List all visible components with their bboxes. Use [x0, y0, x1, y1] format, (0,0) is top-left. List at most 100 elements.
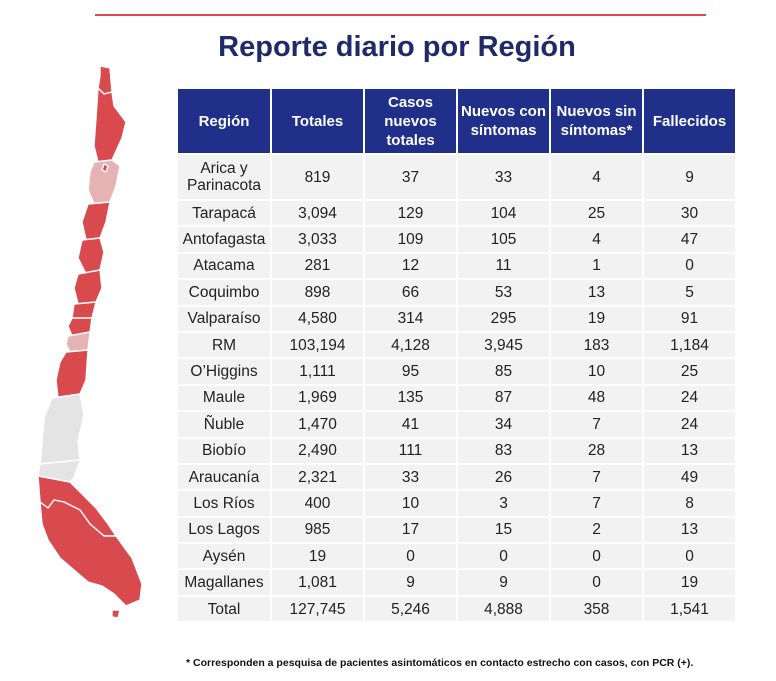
map-island [111, 609, 121, 619]
value-cell: 1 [551, 253, 642, 279]
value-cell: 33 [458, 155, 549, 199]
value-cell: 26 [458, 464, 549, 490]
table-row: Antofagasta 3,033 109 105 4 47 [178, 227, 735, 252]
map-region-magallanes [39, 499, 143, 607]
table-row: Ñuble 1,470 41 34 7 24 [178, 412, 735, 437]
value-cell: 48 [551, 385, 642, 411]
table-header: Región Totales Casos nuevos totales Nuevos … [178, 89, 735, 153]
value-cell: 15 [458, 517, 549, 543]
table-row: Atacama 281 12 11 1 0 [178, 253, 735, 279]
value-cell: 9 [458, 570, 549, 595]
value-cell: 129 [365, 201, 456, 226]
map-region-coquimbo [77, 237, 105, 275]
value-cell: 30 [644, 201, 735, 226]
region-name-cell: Maule [178, 385, 270, 411]
value-cell: 7 [551, 491, 642, 516]
value-cell: 111 [365, 438, 456, 463]
value-cell: 87 [458, 385, 549, 411]
value-cell: 1,969 [272, 385, 363, 411]
value-cell: 9 [644, 155, 735, 199]
region-name-cell: Araucanía [178, 464, 270, 490]
value-cell: 47 [644, 227, 735, 252]
region-name-cell: Arica y Parinacota [178, 155, 270, 199]
top-divider [95, 14, 706, 16]
value-cell: 53 [458, 280, 549, 305]
value-cell: 819 [272, 155, 363, 199]
value-cell: 0 [458, 544, 549, 569]
value-cell: 95 [365, 359, 456, 384]
region-name-cell: RM [178, 332, 270, 358]
value-cell: 28 [551, 438, 642, 463]
value-cell: 66 [365, 280, 456, 305]
region-name-cell: Los Lagos [178, 517, 270, 543]
value-cell: 25 [551, 201, 642, 226]
table-row: Los Lagos 985 17 15 2 13 [178, 517, 735, 543]
value-cell: 10 [365, 491, 456, 516]
region-name-cell: Total [178, 596, 270, 622]
region-name-cell: Ñuble [178, 412, 270, 437]
value-cell: 19 [551, 306, 642, 331]
value-cell: 83 [458, 438, 549, 463]
value-cell: 1,470 [272, 412, 363, 437]
chile-regions-map [37, 65, 143, 619]
value-cell: 34 [458, 412, 549, 437]
value-cell: 17 [365, 517, 456, 543]
value-cell: 91 [644, 306, 735, 331]
value-cell: 2,490 [272, 438, 363, 463]
table-row: Tarapacá 3,094 129 104 25 30 [178, 201, 735, 226]
value-cell: 10 [551, 359, 642, 384]
column-header: Casos nuevos totales [365, 89, 456, 153]
table-row: Arica y Parinacota 819 37 33 4 9 [178, 155, 735, 199]
value-cell: 7 [551, 464, 642, 490]
table-row: Coquimbo 898 66 53 13 5 [178, 280, 735, 305]
map-region-maule [65, 331, 91, 353]
value-cell: 24 [644, 412, 735, 437]
value-cell: 37 [365, 155, 456, 199]
value-cell: 13 [644, 438, 735, 463]
value-cell: 1,184 [644, 332, 735, 358]
value-cell: 7 [551, 412, 642, 437]
value-cell: 0 [365, 544, 456, 569]
table-body: Arica y Parinacota 819 37 33 4 9 Tarapacá 3,094… [178, 155, 735, 622]
column-header: Nuevos con síntomas [458, 89, 549, 153]
value-cell: 4,888 [458, 596, 549, 622]
region-name-cell: Coquimbo [178, 280, 270, 305]
region-name-cell: Magallanes [178, 570, 270, 595]
value-cell: 3 [458, 491, 549, 516]
table-header-row: Región Totales Casos nuevos totales Nuevos … [178, 89, 735, 153]
region-name-cell: Aysén [178, 544, 270, 569]
value-cell: 1,541 [644, 596, 735, 622]
total-row: Total 127,745 5,246 4,888 358 1,541 [178, 596, 735, 622]
value-cell: 4 [551, 227, 642, 252]
value-cell: 898 [272, 280, 363, 305]
value-cell: 33 [365, 464, 456, 490]
value-cell: 13 [644, 517, 735, 543]
table-row: Aysén 19 0 0 0 0 [178, 544, 735, 569]
value-cell: 5 [644, 280, 735, 305]
map-region-tarapaca [93, 87, 127, 163]
table-row: Magallanes 1,081 9 9 0 19 [178, 570, 735, 595]
value-cell: 985 [272, 517, 363, 543]
value-cell: 0 [644, 544, 735, 569]
table-row: RM 103,194 4,128 3,945 183 1,184 [178, 332, 735, 358]
table-row: O’Higgins 1,111 95 85 10 25 [178, 359, 735, 384]
value-cell: 41 [365, 412, 456, 437]
value-cell: 314 [365, 306, 456, 331]
value-cell: 24 [644, 385, 735, 411]
value-cell: 0 [551, 544, 642, 569]
value-cell: 105 [458, 227, 549, 252]
value-cell: 400 [272, 491, 363, 516]
map-region-biobio [55, 349, 89, 399]
value-cell: 2 [551, 517, 642, 543]
value-cell: 13 [551, 280, 642, 305]
table-row: Araucanía 2,321 33 26 7 49 [178, 464, 735, 490]
table-row: Biobío 2,490 111 83 28 13 [178, 438, 735, 463]
value-cell: 19 [644, 570, 735, 595]
value-cell: 183 [551, 332, 642, 358]
value-cell: 19 [272, 544, 363, 569]
value-cell: 9 [365, 570, 456, 595]
value-cell: 11 [458, 253, 549, 279]
value-cell: 135 [365, 385, 456, 411]
value-cell: 1,111 [272, 359, 363, 384]
column-header: Región [178, 89, 270, 153]
